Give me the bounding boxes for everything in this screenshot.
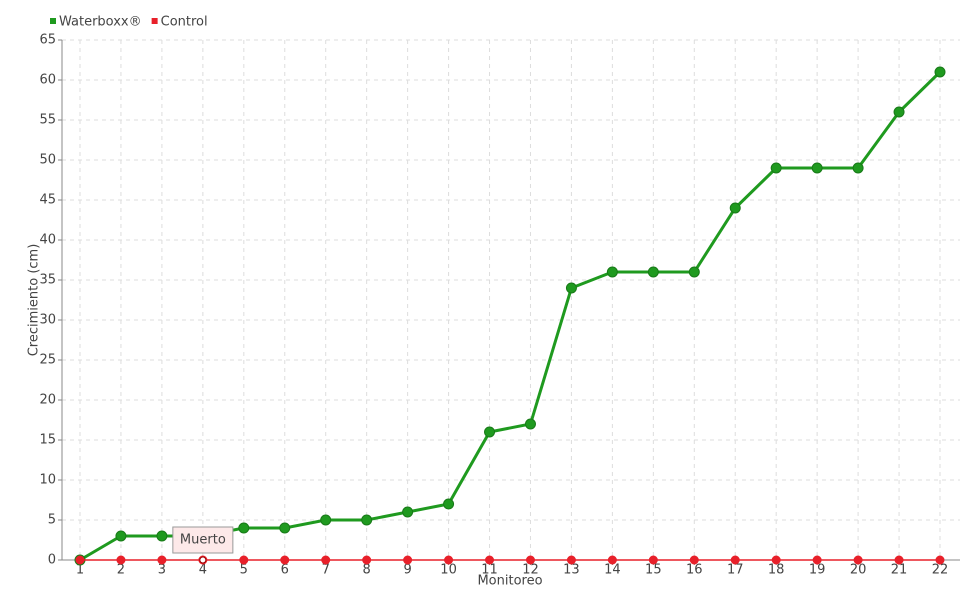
x-tick-label: 20 [850,563,867,578]
data-point [156,530,168,542]
x-tick-label: 10 [440,563,457,578]
data-point [402,506,414,518]
x-tick-label: 21 [891,563,908,578]
data-point [75,555,85,565]
data-point [566,555,576,565]
x-tick-label: 8 [363,563,371,578]
data-point [321,555,331,565]
y-tick-label: 40 [39,233,56,248]
data-point [157,555,167,565]
data-point [280,555,290,565]
data-point [524,418,536,430]
x-tick-label: 3 [158,563,166,578]
data-point [606,266,618,278]
x-tick-label: 7 [322,563,330,578]
x-tick-label: 13 [563,563,580,578]
data-point [893,106,905,118]
x-tick-label: 18 [768,563,785,578]
x-tick-label: 15 [645,563,662,578]
y-tick-label: 45 [39,193,56,208]
data-point [238,522,250,534]
x-tick-label: 5 [240,563,248,578]
y-tick-label: 55 [39,113,56,128]
data-point [362,555,372,565]
data-point [812,555,822,565]
annotation-point [199,556,207,564]
x-tick-label: 16 [686,563,703,578]
data-point [689,555,699,565]
data-point [811,162,823,174]
data-point [730,555,740,565]
x-tick-label: 1 [76,563,84,578]
data-point [444,555,454,565]
data-point [770,162,782,174]
data-point [525,555,535,565]
x-axis-label: Monitoreo [477,574,542,589]
x-tick-label: 12 [522,563,539,578]
data-point [935,555,945,565]
data-point [771,555,781,565]
data-point [279,522,291,534]
data-point [484,426,496,438]
data-point [565,282,577,294]
x-tick-label: 22 [932,563,949,578]
data-point [688,266,700,278]
y-tick-label: 0 [48,553,56,568]
y-tick-label: 15 [39,433,56,448]
x-tick-label: 2 [117,563,125,578]
y-tick-label: 5 [48,513,56,528]
data-point [853,555,863,565]
data-point [485,555,495,565]
y-tick-label: 25 [39,353,56,368]
x-tick-label: 4 [199,563,207,578]
y-tick-label: 35 [39,273,56,288]
data-point [894,555,904,565]
annotation-box [172,526,234,554]
y-tick-label: 50 [39,153,56,168]
x-tick-label: 6 [281,563,289,578]
x-tick-label: 17 [727,563,744,578]
y-tick-label: 20 [39,393,56,408]
data-point [320,514,332,526]
legend-swatch [50,18,56,24]
data-point [443,498,455,510]
data-point [647,266,659,278]
data-point [852,162,864,174]
data-point [116,555,126,565]
x-tick-label: 14 [604,563,621,578]
y-tick-label: 10 [39,473,56,488]
y-tick-label: 65 [39,33,56,48]
legend-label: Waterboxx® [59,15,142,30]
annotation-label: Muerto [180,533,226,548]
data-point [239,555,249,565]
legend-label: Control [161,15,208,30]
x-tick-label: 11 [481,563,498,578]
y-tick-label: 30 [39,313,56,328]
data-point [648,555,658,565]
series-line [79,70,942,562]
y-axis-label: Crecimiento (cm) [27,244,42,357]
data-point [729,202,741,214]
x-tick-label: 9 [403,563,411,578]
data-point [115,530,127,542]
data-point [607,555,617,565]
legend-swatch [151,18,158,24]
x-tick-label: 19 [809,563,826,578]
data-point [934,66,946,78]
data-point [403,555,413,565]
y-tick-label: 60 [39,73,56,88]
data-point [361,514,373,526]
